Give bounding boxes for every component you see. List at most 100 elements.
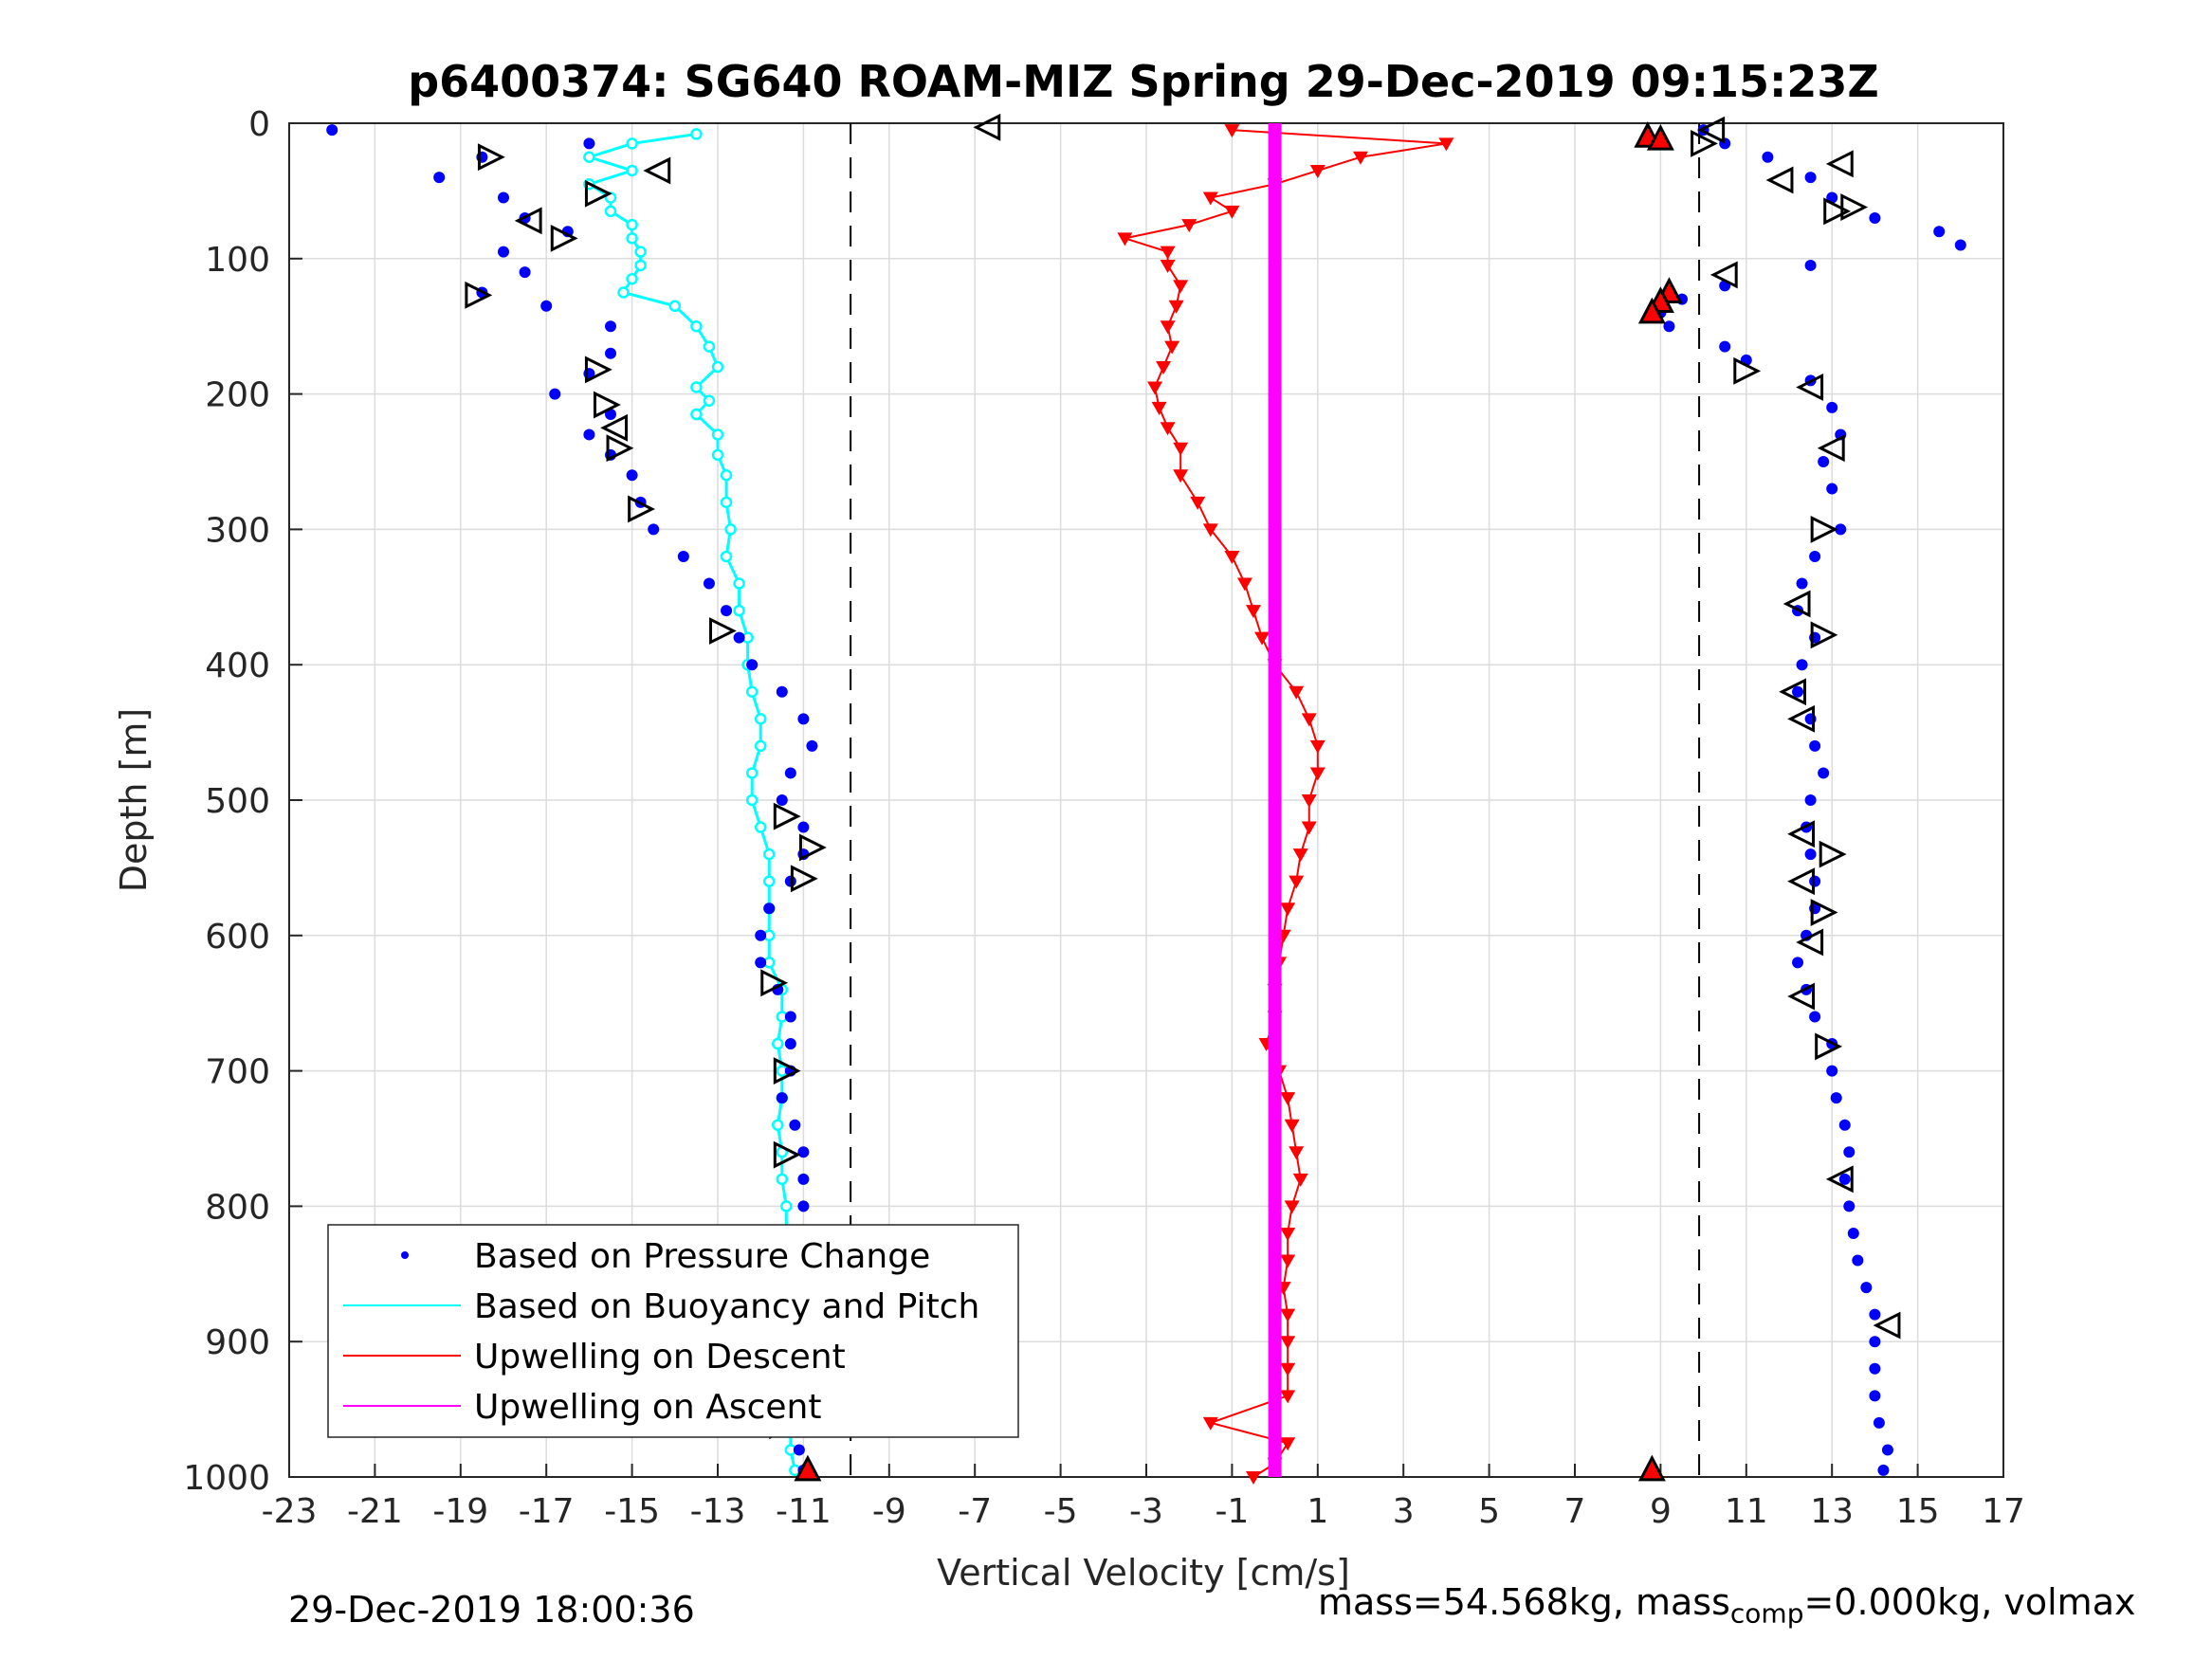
y-tick-label: 500: [205, 782, 270, 821]
roll-right-marker: [628, 495, 655, 523]
pressure-descent-point: [519, 266, 531, 279]
x-tick-label: -21: [347, 1492, 403, 1531]
pressure-descent-point: [746, 659, 759, 671]
pressure-ascent-point: [1852, 1254, 1864, 1267]
pressure-descent-point: [797, 821, 810, 833]
footer-timestamp: 29-Dec-2019 18:00:36: [288, 1589, 695, 1631]
stall-marker: [1646, 123, 1674, 151]
upwelling-descent-point: [1254, 631, 1271, 646]
x-tick-label: 13: [1810, 1492, 1854, 1531]
x-tick-label: -13: [690, 1492, 746, 1531]
x-tick-label: -1: [1215, 1492, 1249, 1531]
legend-box: [327, 1224, 1019, 1438]
upwelling-descent-point: [1181, 219, 1197, 233]
roll-right-marker: [790, 865, 818, 893]
buoyancy-pitch-point: [626, 164, 638, 177]
roll-right-marker: [773, 802, 801, 830]
buoyancy-pitch-point: [626, 232, 638, 245]
roll-right-marker: [709, 617, 737, 645]
pressure-ascent-point: [1804, 259, 1817, 271]
pressure-ascent-point: [1847, 1227, 1859, 1239]
pressure-descent-point: [784, 767, 796, 779]
pressure-descent-point: [789, 1119, 801, 1131]
pressure-ascent-point: [1830, 1092, 1842, 1104]
pressure-descent-point: [583, 137, 595, 150]
buoyancy-pitch-point: [754, 739, 767, 753]
pressure-descent-point: [784, 1038, 796, 1050]
x-axis-label: Vertical Velocity [cm/s]: [937, 1552, 1350, 1594]
pressure-ascent-point: [1877, 1464, 1890, 1476]
x-tick-label: -15: [604, 1492, 660, 1531]
upwelling-descent-point: [1301, 821, 1317, 835]
pressure-ascent-point: [1838, 1119, 1851, 1131]
pressure-descent-point: [498, 191, 509, 204]
upwelling-descent-point: [1301, 794, 1317, 808]
pressure-ascent-point: [1869, 1308, 1881, 1321]
pressure-descent-point: [806, 739, 818, 752]
x-tick-label: -9: [872, 1492, 906, 1531]
y-tick-label: 300: [205, 511, 270, 550]
upwelling-descent-point: [1160, 246, 1176, 260]
legend-label-descent: Upwelling on Descent: [474, 1338, 846, 1376]
buoyancy-pitch-point: [617, 286, 630, 299]
x-tick-label: 9: [1650, 1492, 1672, 1531]
roll-right-marker: [798, 833, 827, 862]
roll-left-marker: [1796, 928, 1824, 957]
pressure-descent-point: [755, 957, 767, 969]
pressure-ascent-point: [1809, 875, 1821, 887]
buoyancy-pitch-point: [762, 875, 776, 887]
buoyancy-pitch-point: [711, 448, 724, 462]
roll-left-marker: [1825, 150, 1854, 178]
pressure-ascent-point: [1826, 401, 1838, 413]
upwelling-descent-point: [1309, 739, 1325, 754]
pressure-descent-point: [549, 388, 561, 400]
pressure-ascent-point: [1835, 523, 1847, 536]
roll-left-marker: [1817, 434, 1845, 463]
pressure-descent-point: [776, 794, 788, 806]
pressure-ascent-point: [1838, 1173, 1851, 1185]
upwelling-descent-point: [1202, 1416, 1218, 1431]
roll-left-marker: [1796, 374, 1824, 401]
buoyancy-pitch-point: [780, 1200, 793, 1212]
roll-left-marker: [514, 207, 542, 235]
buoyancy-pitch-point: [690, 319, 703, 333]
pressure-descent-point: [677, 550, 689, 562]
upwelling-descent-point: [1202, 523, 1218, 538]
upwelling-descent-point: [1117, 232, 1133, 246]
pressure-ascent-point: [1860, 1282, 1873, 1294]
roll-left-marker: [1825, 1165, 1854, 1194]
footer-mass: mass=54.568kg, masscomp=0.000kg, volmax: [1318, 1581, 2135, 1630]
x-tick-label: 1: [1307, 1492, 1328, 1531]
pressure-ascent-point: [1796, 659, 1808, 671]
buoyancy-pitch-point: [745, 767, 759, 779]
buoyancy-pitch-point: [733, 577, 745, 590]
upwelling-descent-point: [1156, 361, 1172, 375]
legend: Based on Pressure Change Based on Buoyan…: [327, 1224, 1019, 1438]
pressure-descent-point: [498, 246, 509, 258]
upwelling-descent-point: [1280, 1362, 1296, 1376]
pressure-ascent-point: [1954, 239, 1966, 251]
legend-label-pressure: Based on Pressure Change: [474, 1237, 930, 1276]
footer-mass-sub: comp: [1729, 1597, 1804, 1630]
pressure-ascent-point: [1869, 1390, 1881, 1402]
pressure-ascent-point: [1792, 685, 1804, 698]
pressure-ascent-point: [1804, 172, 1817, 184]
buoyancy-pitch-point: [703, 340, 716, 353]
upwelling-descent-point: [1202, 191, 1218, 206]
x-tick-label: -3: [1129, 1492, 1163, 1531]
pressure-ascent-point: [1826, 1065, 1838, 1077]
roll-left-marker: [1779, 678, 1807, 706]
roll-right-marker: [1840, 193, 1869, 221]
buoyancy-pitch-point: [690, 128, 703, 140]
roll-right-marker: [1810, 621, 1838, 649]
upwelling-descent-point: [1190, 496, 1206, 510]
roll-right-marker: [1819, 840, 1847, 868]
x-tick-label: -11: [776, 1492, 832, 1531]
legend-label-ascent: Upwelling on Ascent: [474, 1388, 821, 1427]
pressure-descent-point: [605, 347, 616, 359]
buoyancy-pitch-point: [762, 848, 776, 861]
x-tick-label: 15: [1896, 1492, 1940, 1531]
y-tick-label: 0: [248, 105, 270, 144]
buoyancy-pitch-point: [690, 381, 703, 393]
pressure-descent-point: [648, 523, 660, 536]
